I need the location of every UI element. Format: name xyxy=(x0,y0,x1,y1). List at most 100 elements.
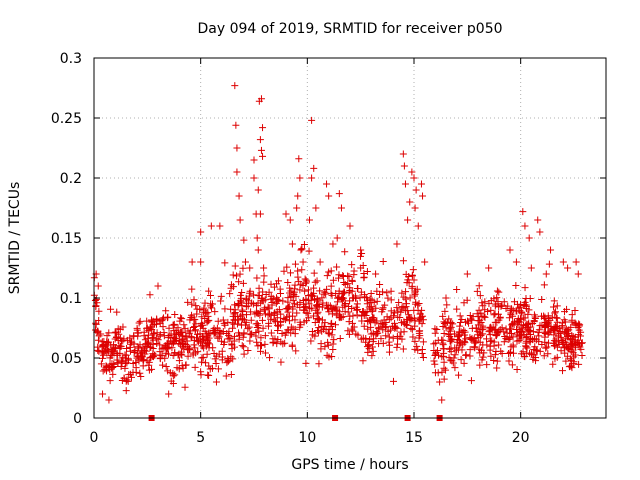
data-point xyxy=(187,333,195,341)
outlier-point xyxy=(154,282,162,290)
data-point xyxy=(550,297,558,305)
data-point xyxy=(487,306,495,314)
data-point xyxy=(433,325,441,333)
data-point xyxy=(314,308,322,316)
data-point xyxy=(419,338,427,346)
data-point xyxy=(111,329,119,337)
data-point xyxy=(231,301,239,309)
data-point xyxy=(543,343,551,351)
outlier-point xyxy=(401,180,409,188)
data-point xyxy=(352,294,360,302)
data-point xyxy=(440,375,448,383)
data-point xyxy=(268,299,276,307)
data-point xyxy=(571,306,579,314)
data-point xyxy=(536,322,544,330)
outlier-point xyxy=(254,246,262,254)
data-point xyxy=(202,359,210,367)
data-point xyxy=(344,280,352,288)
data-point xyxy=(346,312,354,320)
data-point xyxy=(296,286,304,294)
data-point xyxy=(122,387,130,395)
data-point xyxy=(233,272,241,280)
data-point xyxy=(348,261,356,269)
outlier-point xyxy=(294,192,302,200)
data-point xyxy=(224,357,232,365)
data-point xyxy=(291,260,299,268)
data-point xyxy=(430,357,438,365)
data-point xyxy=(309,292,317,300)
data-point xyxy=(469,313,477,321)
data-point xyxy=(238,342,246,350)
data-point xyxy=(533,347,541,355)
data-point xyxy=(377,335,385,343)
data-point xyxy=(383,289,391,297)
data-point xyxy=(340,279,348,287)
data-point xyxy=(214,317,222,325)
data-point xyxy=(283,305,291,313)
data-point xyxy=(445,315,453,323)
data-point xyxy=(211,355,219,363)
data-point xyxy=(205,362,213,370)
data-point xyxy=(257,347,265,355)
data-point xyxy=(572,320,580,328)
data-point xyxy=(266,354,274,362)
axis-ticks: 0 5 10 15 20 0 0.05 0.1 0.15 0.2 0.25 0.3 xyxy=(51,51,606,446)
data-point xyxy=(552,335,560,343)
outlier-point xyxy=(536,228,544,236)
data-point xyxy=(321,319,329,327)
data-point xyxy=(516,303,524,311)
data-point xyxy=(275,296,283,304)
data-points xyxy=(90,82,586,421)
data-point xyxy=(322,325,330,333)
data-point xyxy=(535,338,543,346)
data-point xyxy=(301,275,309,283)
data-point xyxy=(495,341,503,349)
outlier-point xyxy=(421,258,429,266)
data-point xyxy=(144,331,152,339)
data-point xyxy=(186,345,194,353)
data-point xyxy=(341,300,349,308)
data-point xyxy=(419,354,427,362)
x-axis-label: GPS time / hours xyxy=(291,457,408,473)
outlier-point xyxy=(329,240,337,248)
data-point xyxy=(171,371,179,379)
data-point xyxy=(194,348,202,356)
outlier-point xyxy=(310,164,318,172)
data-point xyxy=(252,332,260,340)
data-point xyxy=(363,300,371,308)
data-point xyxy=(190,296,198,304)
data-point xyxy=(145,358,153,366)
data-point xyxy=(486,324,494,332)
data-point xyxy=(456,312,464,320)
data-point xyxy=(384,294,392,302)
data-point xyxy=(564,344,572,352)
data-point xyxy=(494,298,502,306)
data-point xyxy=(260,278,268,286)
data-point xyxy=(509,319,517,327)
data-point xyxy=(278,330,286,338)
y-tick-label: 0.3 xyxy=(60,51,82,67)
data-point xyxy=(345,330,353,338)
data-point xyxy=(402,307,410,315)
data-point xyxy=(317,345,325,353)
data-point xyxy=(257,342,265,350)
data-point xyxy=(364,348,372,356)
data-point xyxy=(253,309,261,317)
outlier-point xyxy=(419,192,427,200)
data-point xyxy=(486,346,494,354)
data-point xyxy=(260,306,268,314)
data-point xyxy=(136,369,144,377)
data-point xyxy=(339,271,347,279)
data-point xyxy=(509,312,517,320)
data-point xyxy=(406,294,414,302)
data-point xyxy=(324,329,332,337)
data-point xyxy=(455,331,463,339)
data-point xyxy=(447,337,455,345)
data-point xyxy=(524,327,532,335)
outlier-point xyxy=(572,258,580,266)
data-point xyxy=(217,297,225,305)
y-tick-label: 0.05 xyxy=(51,351,82,367)
data-point xyxy=(344,272,352,280)
outlier-point xyxy=(296,174,304,182)
data-point xyxy=(313,301,321,309)
